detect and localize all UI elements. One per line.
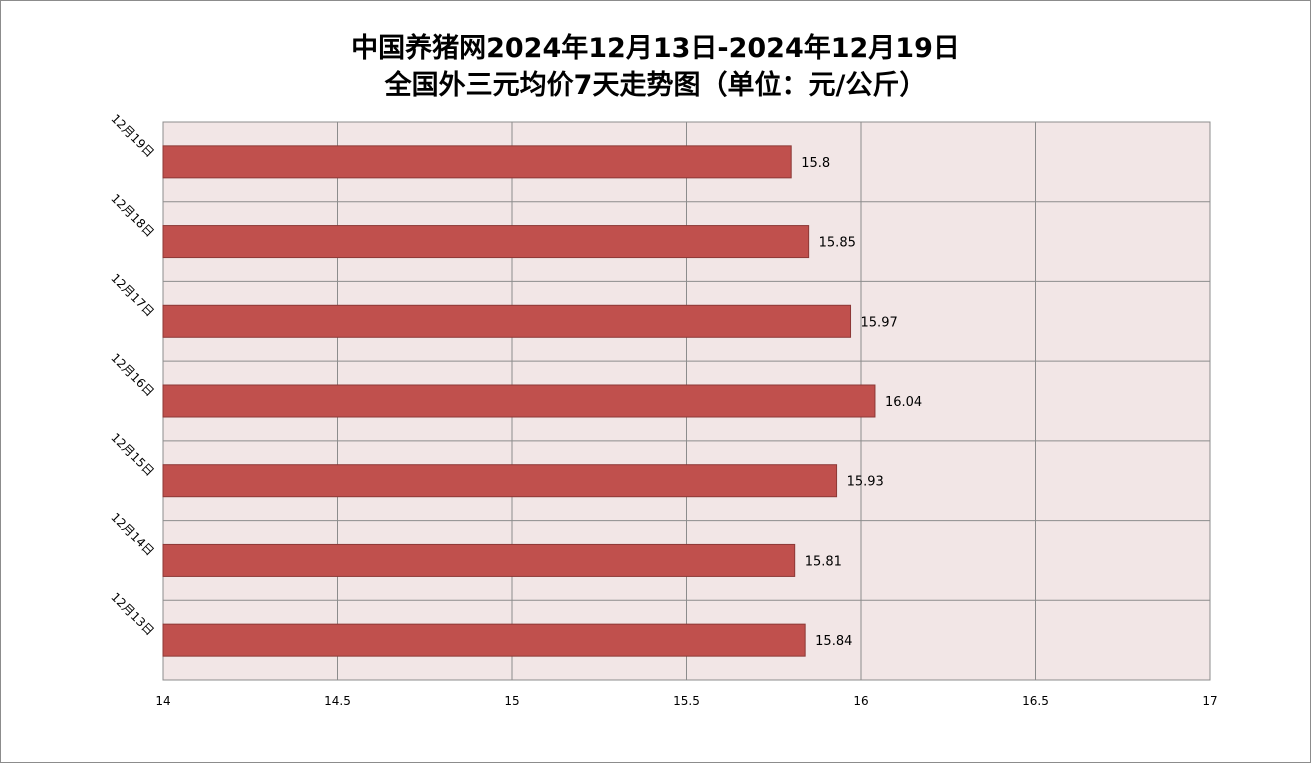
y-tick-label: 12月15日 <box>108 430 156 478</box>
x-tick-label: 14 <box>155 694 170 708</box>
x-tick-label: 15 <box>504 694 519 708</box>
data-label: 15.85 <box>819 236 856 251</box>
x-axis-ticks: 14 14.5 15 15.5 16 16.5 17 <box>155 694 1217 708</box>
x-tick-label: 17 <box>1202 694 1217 708</box>
bar <box>162 384 876 418</box>
bar <box>162 145 792 179</box>
data-label: 15.84 <box>815 634 852 649</box>
bar <box>162 225 810 259</box>
data-label: 15.93 <box>847 475 884 490</box>
y-tick-label: 12月17日 <box>108 271 156 319</box>
data-labels: 15.8 15.85 15.97 16.04 15.93 15.81 15.84 <box>801 156 922 649</box>
data-label: 16.04 <box>885 395 922 410</box>
data-label: 15.8 <box>801 156 830 171</box>
y-tick-label: 12月14日 <box>108 510 156 558</box>
y-tick-label: 12月13日 <box>108 590 156 638</box>
bar <box>162 623 806 657</box>
x-tick-label: 16.5 <box>1022 694 1049 708</box>
bar <box>162 464 838 498</box>
chart-subtitle: 全国外三元均价7天走势图（单位：元/公斤） <box>384 70 927 101</box>
data-label: 15.97 <box>861 315 898 330</box>
gridlines <box>162 121 1211 681</box>
y-tick-label: 12月16日 <box>108 351 156 399</box>
chart-title: 中国养猪网2024年12月13日-2024年12月19日 <box>351 33 960 64</box>
x-tick-label: 14.5 <box>324 694 351 708</box>
bars <box>162 145 876 657</box>
data-label: 15.81 <box>805 554 842 569</box>
bar <box>162 304 852 338</box>
y-axis-ticks: 12月19日 12月18日 12月17日 12月16日 12月15日 12月14日 12月1… <box>108 112 156 639</box>
bar <box>162 543 796 577</box>
x-tick-label: 15.5 <box>673 694 700 708</box>
y-tick-label: 12月18日 <box>108 191 156 239</box>
y-tick-label: 12月19日 <box>108 112 156 160</box>
x-tick-label: 16 <box>853 694 868 708</box>
